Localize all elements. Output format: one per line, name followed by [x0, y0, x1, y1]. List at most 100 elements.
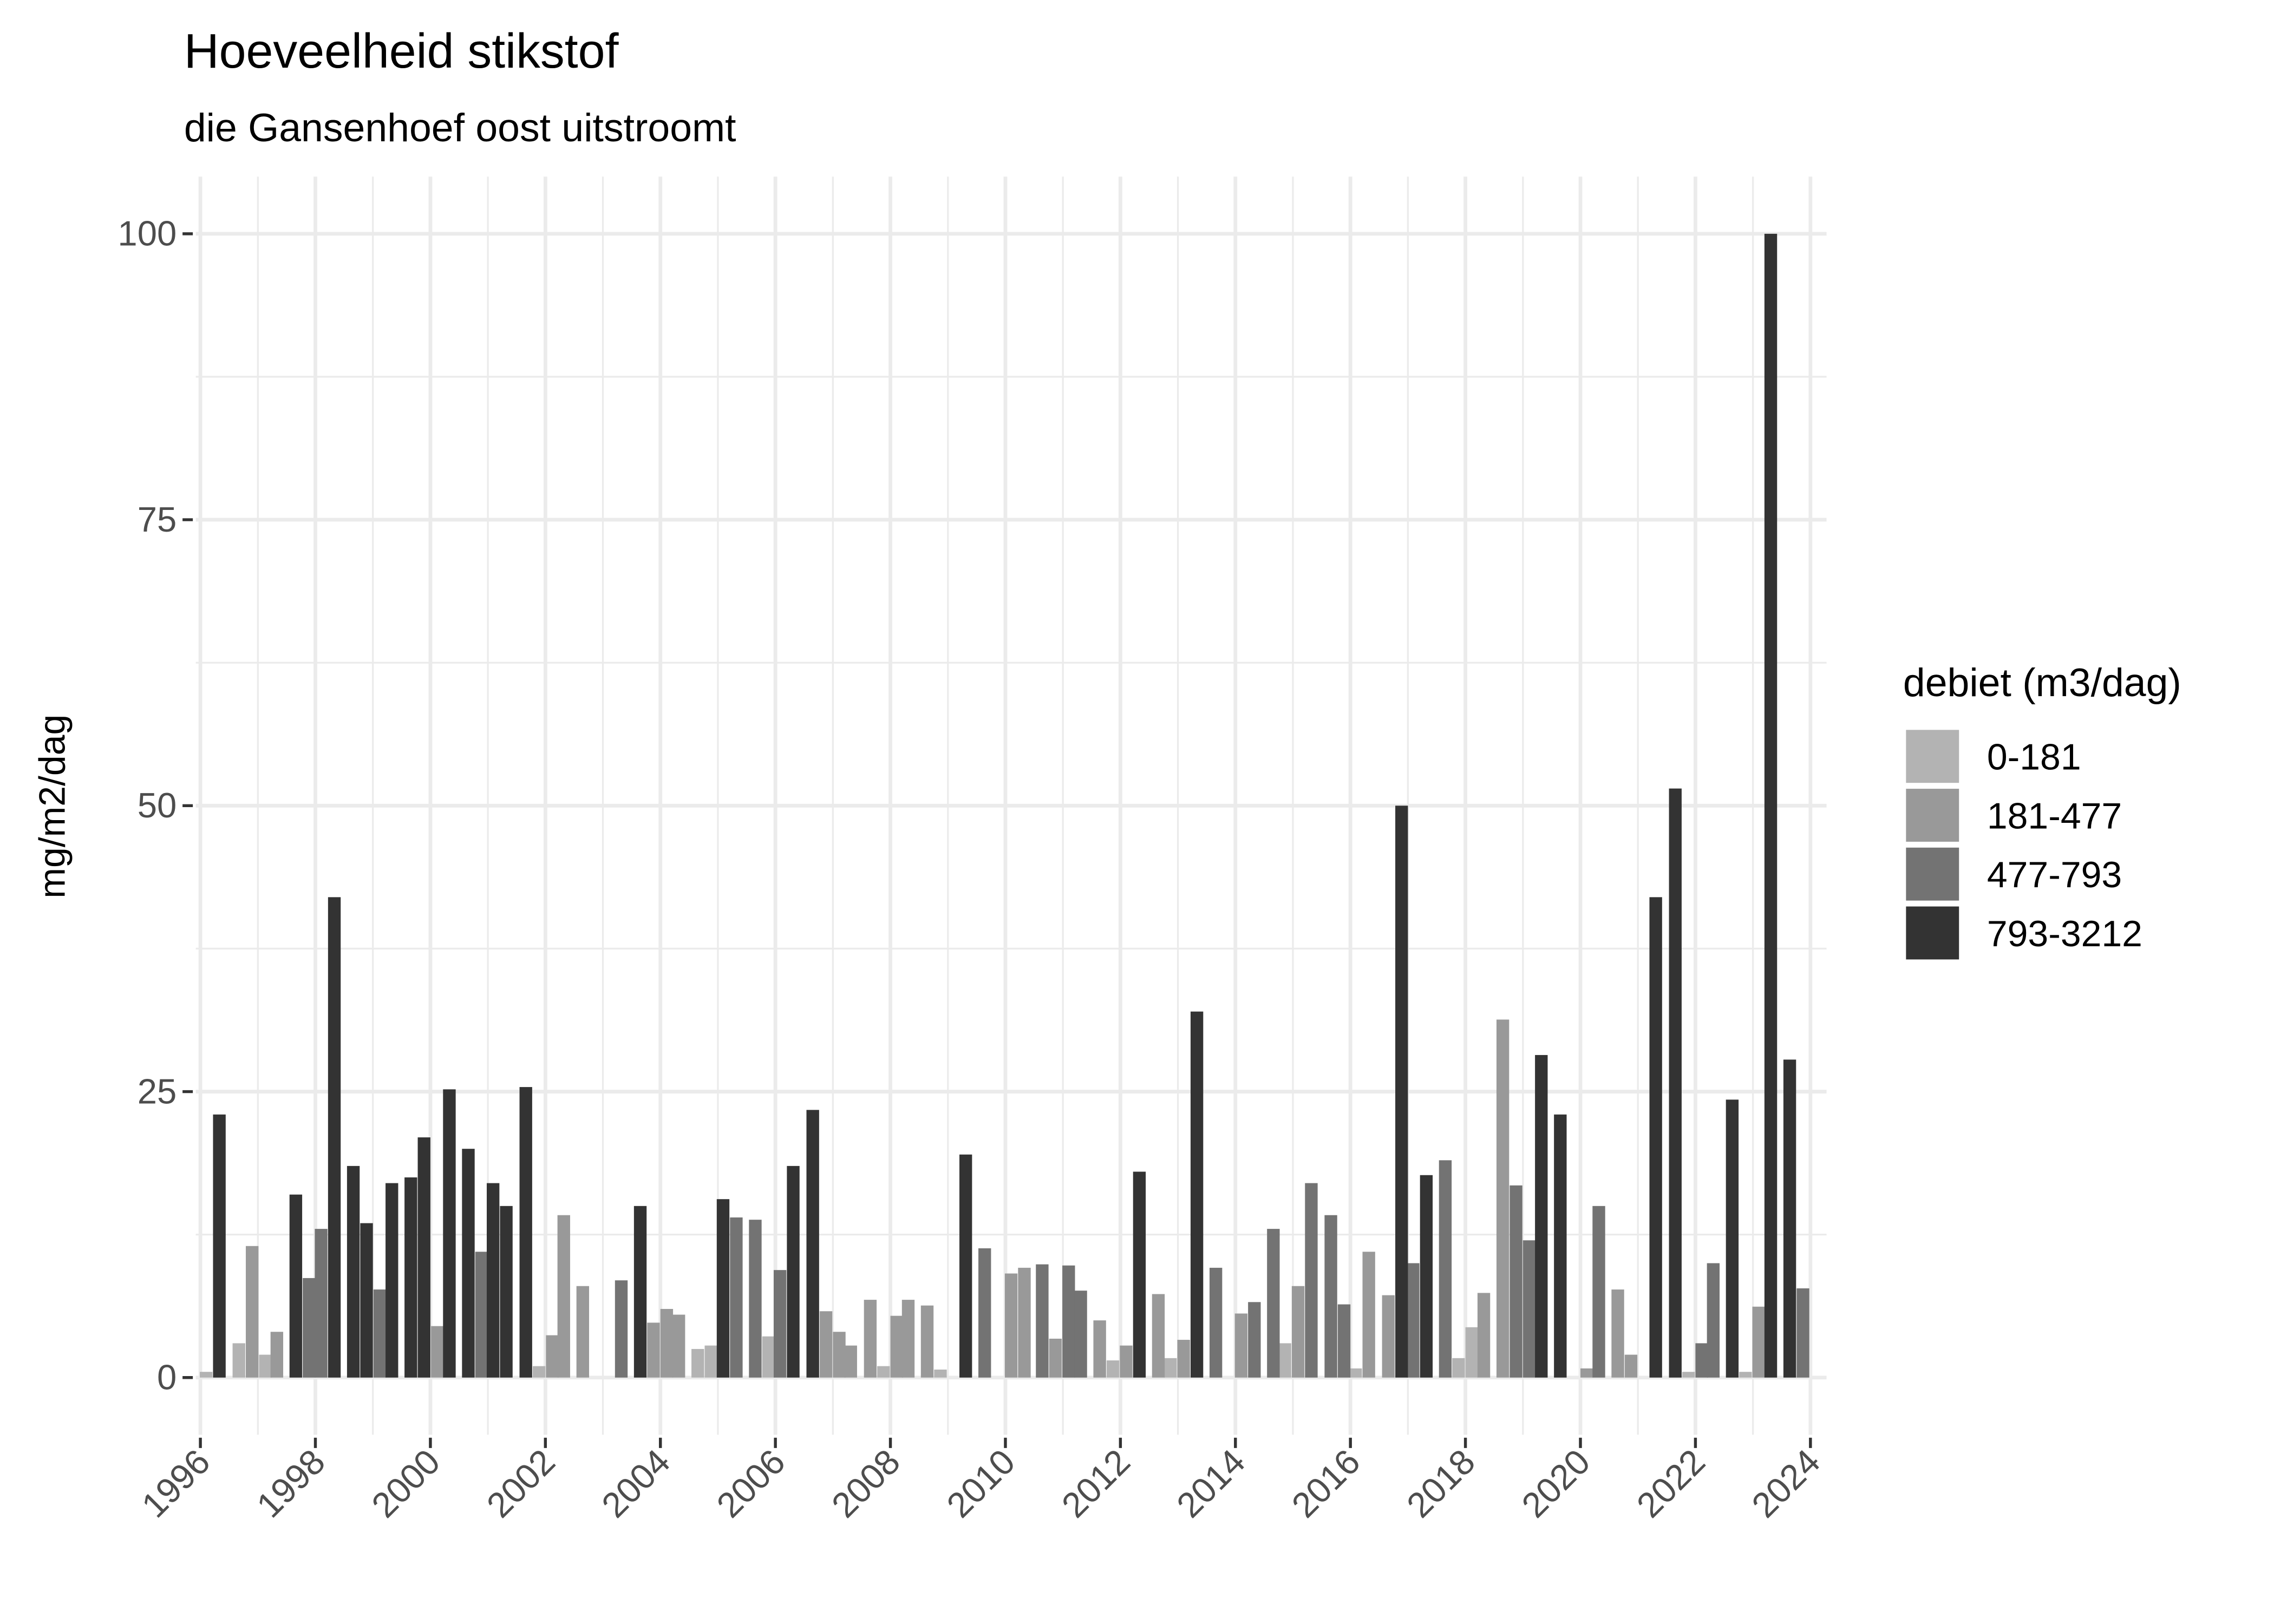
bar: [877, 1366, 890, 1378]
bar: [385, 1183, 398, 1378]
bar: [1580, 1368, 1593, 1378]
bar: [1465, 1327, 1478, 1378]
legend-key: [1906, 906, 1959, 960]
bar: [773, 1270, 787, 1378]
bars: [200, 233, 1809, 1378]
bar: [1535, 1055, 1548, 1378]
bar: [360, 1223, 373, 1378]
y-tick-label: 100: [117, 214, 177, 253]
bar: [762, 1336, 775, 1378]
bar: [404, 1177, 417, 1378]
bar: [890, 1315, 903, 1378]
y-axis-label: mg/m2/dag: [32, 715, 73, 899]
bar: [557, 1215, 570, 1378]
bar: [1133, 1171, 1146, 1378]
bar: [1164, 1358, 1177, 1378]
bar: [819, 1311, 833, 1378]
bar: [1611, 1289, 1624, 1378]
bar: [1649, 897, 1662, 1378]
bar: [347, 1165, 360, 1378]
legend-title: debiet (m3/dag): [1903, 660, 2181, 705]
y-tick-label: 75: [138, 500, 177, 539]
bar: [259, 1354, 272, 1378]
bar: [430, 1326, 444, 1378]
bar: [1177, 1340, 1190, 1378]
bar: [213, 1114, 226, 1378]
y-tick-label: 25: [138, 1071, 177, 1111]
bar: [486, 1183, 500, 1378]
bar: [1074, 1291, 1087, 1378]
bar: [303, 1278, 316, 1378]
chart-title: Hoeveelheid stikstof: [184, 24, 619, 78]
bar: [864, 1300, 877, 1378]
bar: [1152, 1294, 1165, 1378]
bar: [1349, 1368, 1362, 1378]
bar: [1695, 1343, 1708, 1378]
bar: [1248, 1302, 1261, 1378]
bar: [1049, 1338, 1062, 1378]
bar: [1190, 1011, 1204, 1378]
legend-key: [1906, 730, 1959, 783]
bar: [200, 1372, 213, 1378]
bar: [1407, 1263, 1420, 1378]
bar: [1106, 1360, 1120, 1378]
bar: [704, 1345, 717, 1378]
y-tick-label: 0: [157, 1358, 177, 1397]
bar: [1093, 1320, 1106, 1378]
bar: [1209, 1267, 1223, 1378]
bar: [1004, 1273, 1018, 1378]
bar: [373, 1289, 387, 1378]
bar: [1291, 1286, 1305, 1378]
bar: [289, 1194, 303, 1378]
bar: [1707, 1263, 1720, 1378]
bar: [1726, 1099, 1739, 1378]
bar: [1234, 1313, 1248, 1378]
bar: [1510, 1185, 1522, 1378]
legend-key: [1906, 847, 1959, 901]
chart-subtitle: die Gansenhoef oost uitstroomt: [184, 106, 736, 150]
bar: [475, 1252, 488, 1378]
bar: [978, 1248, 991, 1378]
bar: [500, 1206, 513, 1378]
bar: [1036, 1264, 1049, 1378]
bar: [270, 1332, 284, 1378]
bar: [920, 1305, 934, 1378]
bar: [1362, 1252, 1375, 1378]
bar: [232, 1343, 245, 1378]
bar: [1382, 1295, 1395, 1378]
bar: [443, 1089, 456, 1378]
bar: [934, 1369, 947, 1378]
y-tick-label: 50: [138, 785, 177, 825]
bar: [1267, 1229, 1280, 1378]
bar: [1752, 1306, 1765, 1378]
bar: [1018, 1267, 1031, 1378]
legend-key: [1906, 789, 1959, 842]
legend-label: 793-3212: [1987, 913, 2142, 954]
bar: [806, 1110, 819, 1378]
bar: [532, 1366, 546, 1378]
bar: [1739, 1372, 1752, 1378]
bar: [1439, 1160, 1452, 1378]
legend: 0-181 181-477 477-793 793-3212: [1906, 730, 2142, 960]
bar: [1796, 1288, 1809, 1378]
bar: [1452, 1358, 1465, 1378]
bar: [1669, 788, 1682, 1378]
bar: [833, 1332, 846, 1378]
bar: [647, 1322, 660, 1378]
bar: [1305, 1183, 1318, 1378]
bar: [749, 1220, 762, 1378]
bar: [1522, 1240, 1536, 1378]
bar: [1624, 1354, 1638, 1378]
bar: [1496, 1019, 1510, 1378]
bar: [462, 1149, 475, 1378]
bar: [1420, 1175, 1433, 1378]
bar: [716, 1199, 730, 1378]
bar: [546, 1335, 559, 1378]
bar: [1764, 233, 1778, 1378]
legend-label: 477-793: [1987, 854, 2122, 895]
bar: [1120, 1345, 1133, 1378]
bar: [1592, 1206, 1605, 1378]
bar: [1477, 1293, 1491, 1378]
bar: [672, 1314, 685, 1378]
